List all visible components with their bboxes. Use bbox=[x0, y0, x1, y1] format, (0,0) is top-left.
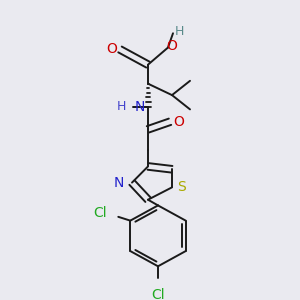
Text: S: S bbox=[177, 180, 185, 194]
Text: H: H bbox=[174, 25, 184, 38]
Text: O: O bbox=[106, 43, 117, 56]
Text: Cl: Cl bbox=[151, 288, 165, 300]
Text: O: O bbox=[174, 115, 184, 129]
Text: N: N bbox=[135, 100, 145, 113]
Text: O: O bbox=[167, 39, 177, 52]
Text: Cl: Cl bbox=[94, 206, 107, 220]
Text: H: H bbox=[117, 100, 126, 113]
Text: N: N bbox=[114, 176, 124, 190]
